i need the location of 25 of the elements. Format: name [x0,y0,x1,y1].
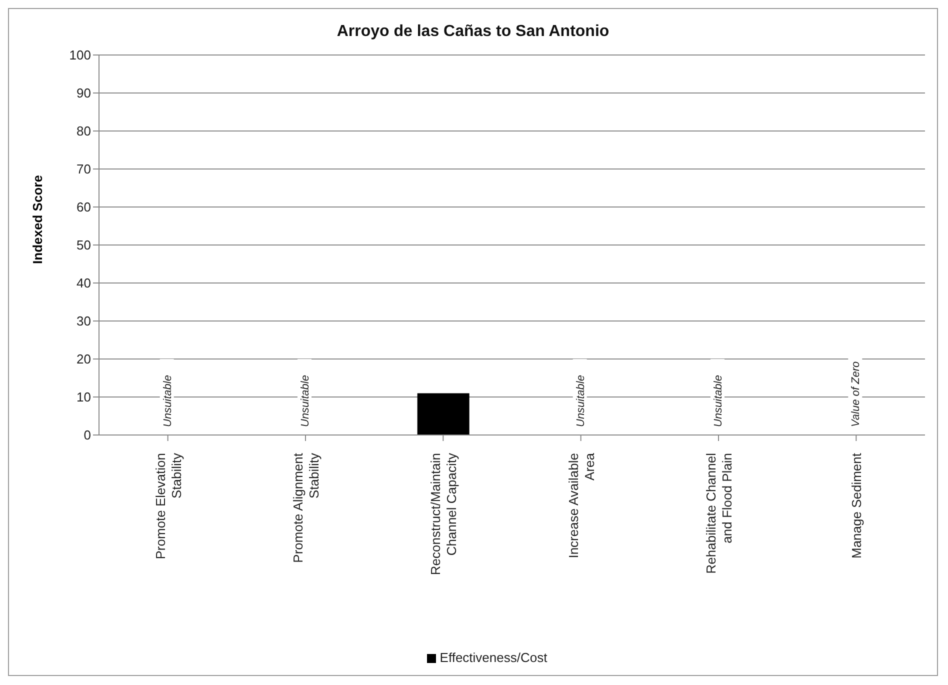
x-tick-label: Promote Alignment Stability [290,452,322,563]
y-tick-label: 0 [84,428,91,443]
annotation: Unsuitable [162,375,174,427]
chart-title: Arroyo de las Cañas to San Antonio [336,23,610,41]
x-tick-label: Manage Sediment [849,452,864,559]
y-tick-label: 100 [69,48,91,63]
x-tick-label: Increase Available Area [566,452,597,558]
y-tick-label: 60 [76,200,91,215]
annotation: Unsuitable [300,375,312,427]
x-tick-label: Promote Elevation Stability [152,452,184,560]
y-axis-title: Indexed Score [30,174,44,264]
y-tick-label: 70 [76,162,91,177]
y-tick-label: 50 [76,238,91,253]
y-tick-label: 10 [76,390,91,405]
annotation: Unsuitable [574,375,587,427]
y-tick-label: 20 [76,352,91,367]
y-tick-label: 40 [76,276,91,291]
y-tick-label: 30 [76,314,91,329]
y-tick-label: 80 [76,124,91,139]
y-tick-label: 90 [76,86,91,101]
x-tick-label: Reconstruct/Maintain Channel Capacity [428,452,460,576]
legend-label: Effectiveness/Cost [440,650,548,665]
annotation: Unsuitable [712,375,724,427]
annotation: Value of Zero [850,361,862,427]
x-tick-label: Rehabilitate Channel and Flood Plain [704,452,734,574]
